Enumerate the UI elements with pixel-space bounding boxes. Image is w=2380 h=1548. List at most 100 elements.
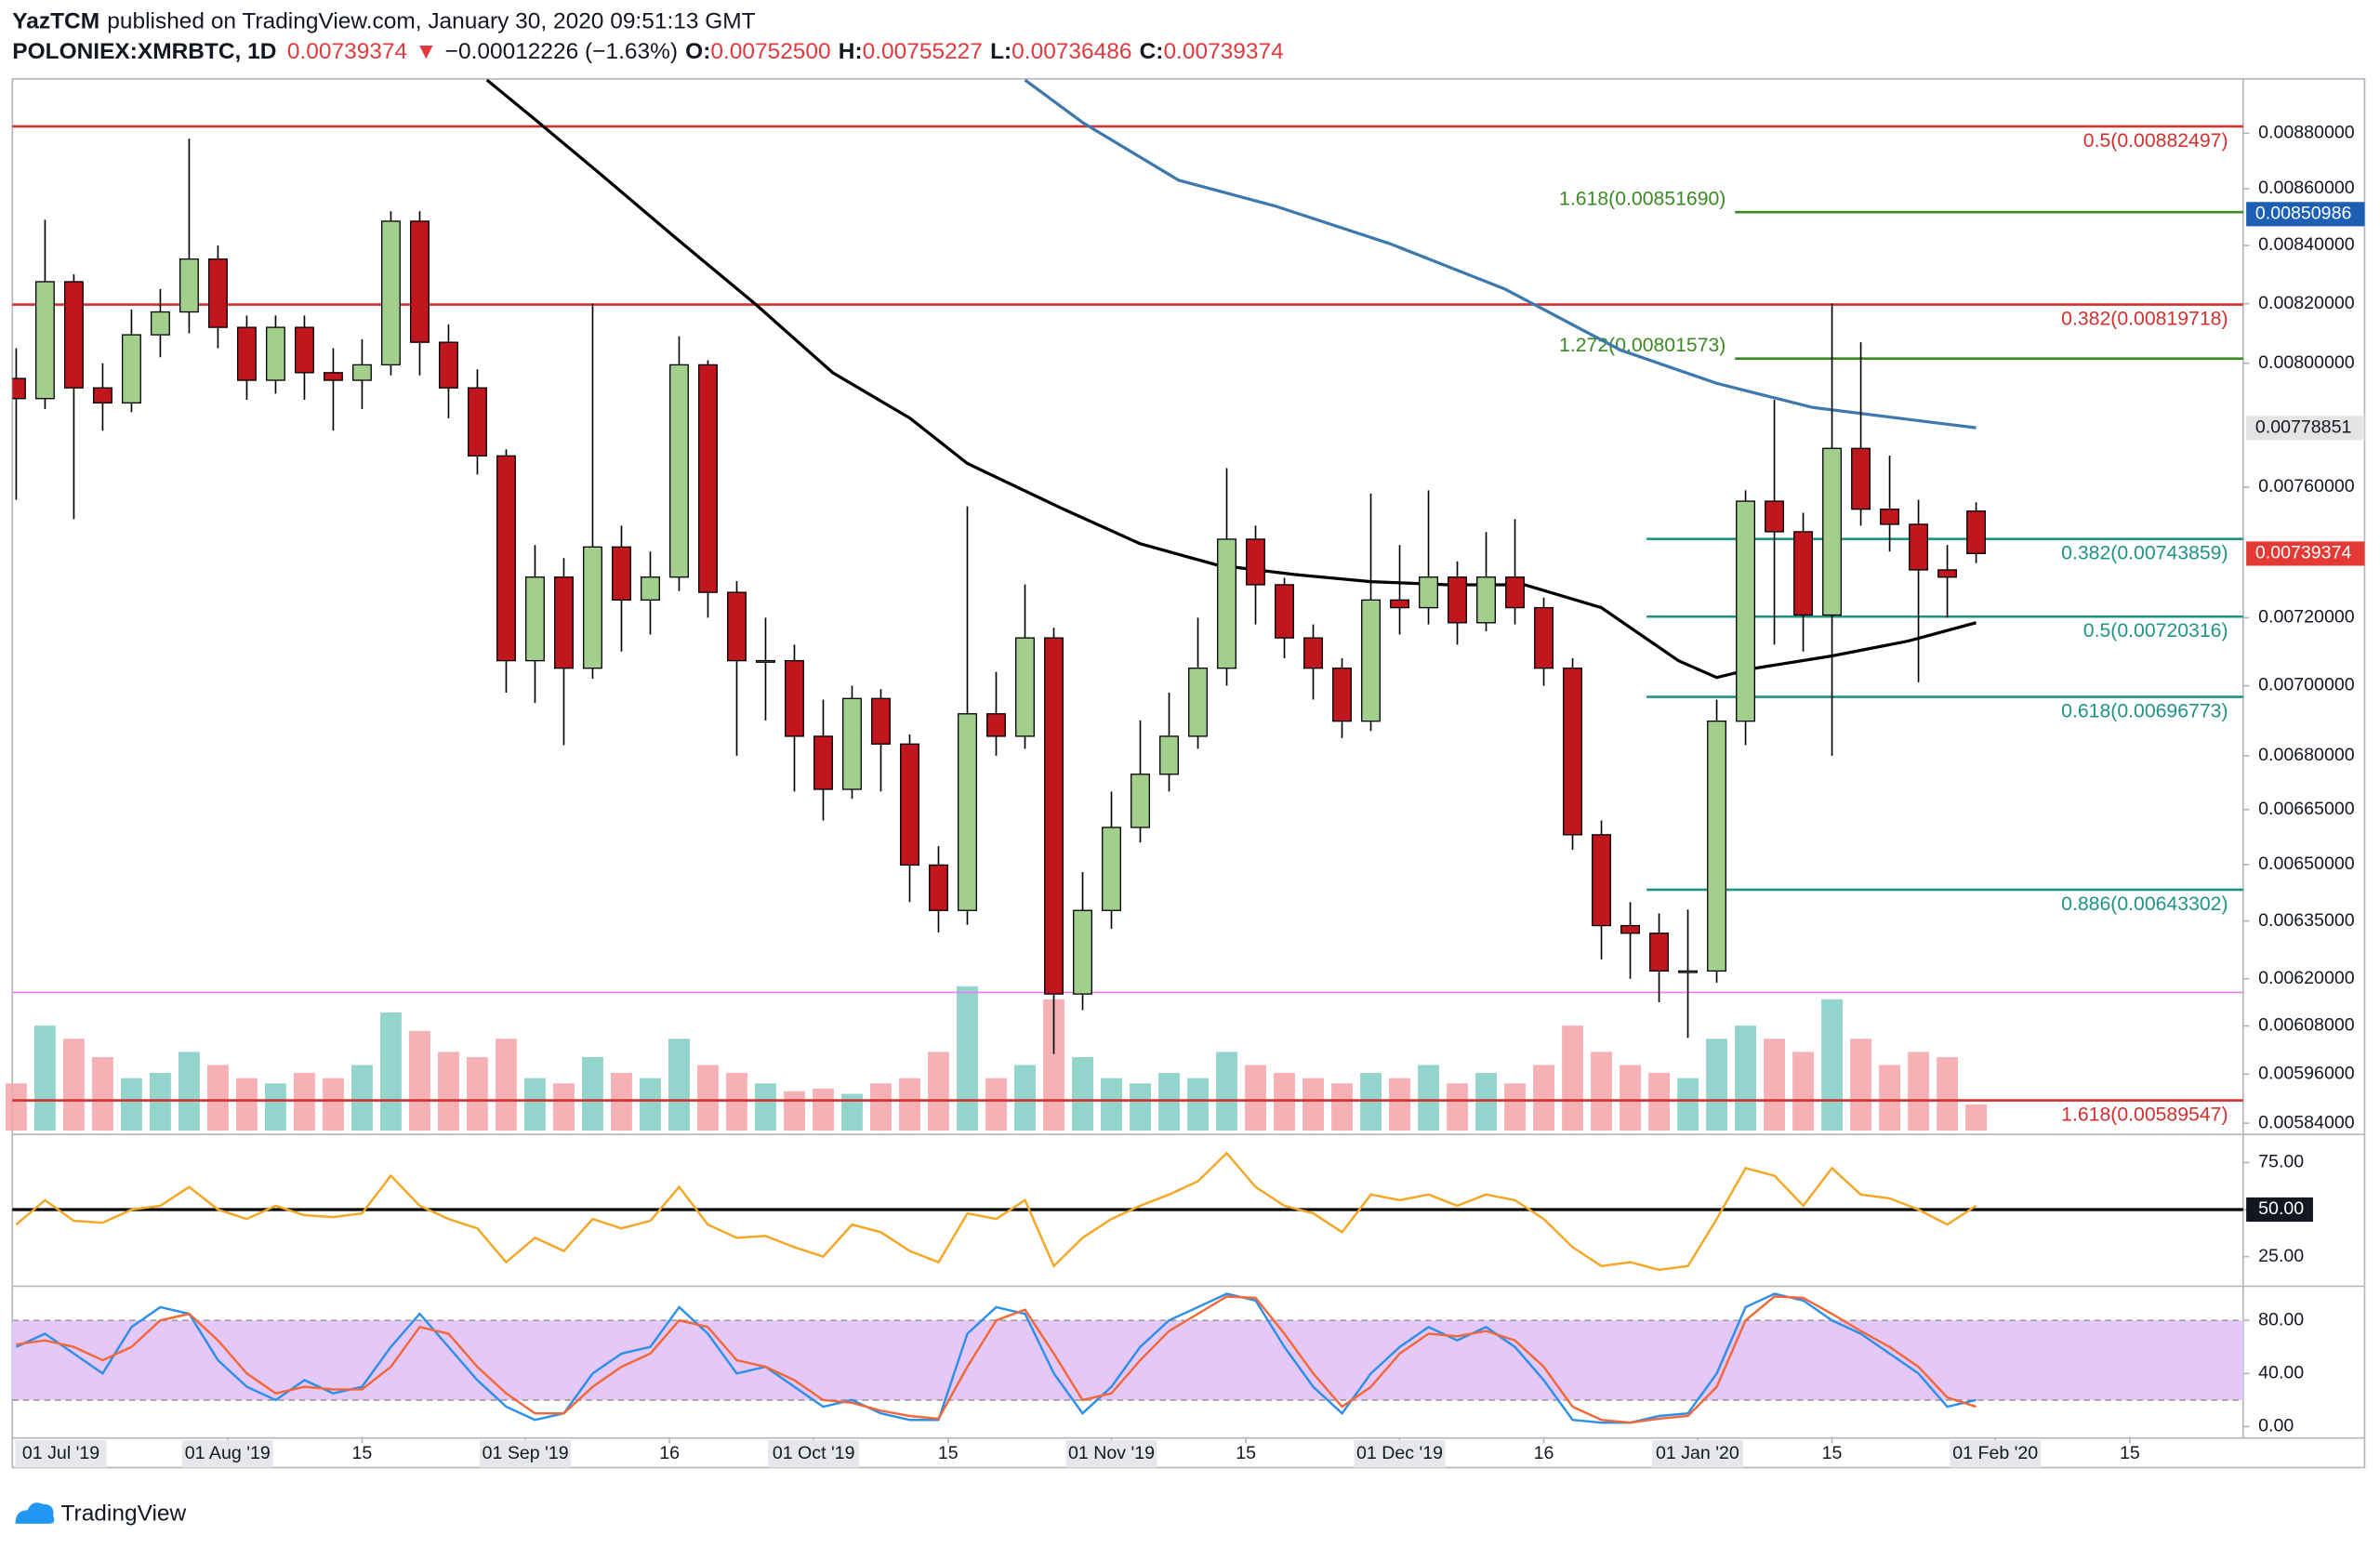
candle-body [1563, 668, 1582, 836]
candle-body [1332, 668, 1352, 722]
candle-body [785, 659, 804, 737]
volume-bar [668, 1039, 690, 1131]
volume-bar [1331, 1083, 1353, 1131]
candle-body [1390, 599, 1409, 609]
x-tick-label: 15 [2120, 1443, 2140, 1463]
volume-bar [1475, 1072, 1497, 1131]
volume-bar [467, 1057, 488, 1131]
symbol: POLONIEX:XMRBTC, 1D [12, 40, 276, 65]
indicator-line [15, 1151, 1977, 1272]
y-tick-label: 0.00650000 [2258, 853, 2355, 874]
candle-body [324, 372, 343, 381]
x-tick-label: 01 Aug '19 [185, 1443, 271, 1463]
candle-body [525, 576, 545, 662]
volume-bar [1245, 1065, 1266, 1131]
candle-body [1102, 827, 1121, 911]
candle-body [1822, 447, 1843, 616]
volume-bar [1130, 1083, 1151, 1131]
candle-body [612, 546, 631, 602]
candle-body [1909, 523, 1929, 571]
candle-body [1188, 668, 1208, 737]
candle-body [1880, 509, 1900, 525]
ohlc-value: 0.00755227 [863, 40, 983, 65]
volume-bar [63, 1039, 85, 1131]
volume-bar [1101, 1078, 1122, 1131]
candle-body [1620, 924, 1640, 934]
price-label: 0.00850986 [2255, 203, 2352, 223]
volume-bar [323, 1078, 344, 1131]
volume-bar [1879, 1065, 1900, 1131]
x-tick-label: 15 [352, 1443, 373, 1463]
candle-body [295, 326, 314, 374]
x-tick-box [1065, 1440, 1157, 1468]
y-tick-label: 0.00620000 [2258, 968, 2355, 988]
volume-bar [150, 1072, 171, 1131]
candle-body [1015, 637, 1035, 737]
last-price: 0.00739374 [287, 40, 407, 65]
volume-bar [1302, 1078, 1324, 1131]
candle-body [641, 576, 660, 602]
candle-body [1707, 721, 1726, 972]
x-tick-box [768, 1440, 860, 1468]
ohlc-key: H: [839, 40, 863, 65]
y-tick-label: 0.00665000 [2258, 799, 2355, 819]
candle-body [871, 697, 891, 745]
candle-body [121, 334, 141, 404]
y-tick-highlight [2246, 1197, 2313, 1223]
y-tick-label: 0.00584000 [2258, 1112, 2355, 1132]
ohlc-value: 0.00736486 [1012, 40, 1131, 65]
candle-body [929, 864, 948, 911]
brand: TradingView [61, 1502, 187, 1527]
volume-bar [899, 1078, 920, 1131]
y-tick-label: 0.00880000 [2258, 122, 2355, 142]
candle-body [265, 326, 285, 381]
volume-bar [553, 1083, 575, 1131]
x-tick-label: 01 Nov '19 [1068, 1443, 1155, 1463]
candle-body [1649, 933, 1669, 972]
candle-body [1736, 500, 1755, 722]
chart-border [11, 78, 2366, 1469]
candle-body [1793, 531, 1814, 616]
candle-body [813, 735, 833, 790]
volume-bar [1591, 1052, 1612, 1131]
candle-body [178, 258, 199, 313]
logo-icon [15, 1502, 55, 1524]
fib-label: 0.618(0.00696773) [2061, 700, 2228, 721]
volume-bar [409, 1030, 430, 1131]
volume-bar [957, 986, 978, 1131]
volume-bar [1562, 1025, 1583, 1131]
candle-body [958, 713, 977, 911]
candle-body [1044, 637, 1064, 995]
x-tick-label: 01 Sep '19 [483, 1443, 569, 1463]
published: published on TradingView.com, January 30… [107, 9, 755, 34]
volume-bar [784, 1091, 805, 1131]
volume-bar [640, 1078, 661, 1131]
candle-body [1130, 774, 1150, 828]
x-tick-box [480, 1440, 572, 1468]
volume-bar [985, 1078, 1007, 1131]
candle-body [1448, 576, 1467, 624]
volume-bar [1620, 1065, 1641, 1131]
candle-body [468, 387, 487, 457]
fib-label: 0.382(0.00743859) [2061, 543, 2228, 564]
volume-bar [92, 1057, 113, 1131]
y-tick-label: 0.00820000 [2258, 293, 2355, 313]
candle-body [352, 364, 372, 381]
volume-bar [34, 1025, 56, 1131]
y-tick-label: 0.00 [2258, 1416, 2294, 1436]
x-tick-label: 16 [659, 1443, 680, 1463]
candle-body [92, 387, 112, 404]
candle-body [1937, 569, 1958, 578]
x-tick-box [1354, 1440, 1446, 1468]
volume-bar [1677, 1078, 1699, 1131]
volume-bar [1043, 999, 1064, 1131]
volume-bar [294, 1072, 315, 1131]
candle-body [986, 713, 1006, 737]
candle-body [1217, 538, 1236, 669]
volume-bar [813, 1088, 834, 1131]
candle-body [207, 258, 228, 328]
volume-bar [755, 1083, 776, 1131]
moving-average [1024, 78, 1977, 430]
volume-bar [697, 1065, 719, 1131]
candle-body [900, 743, 919, 867]
